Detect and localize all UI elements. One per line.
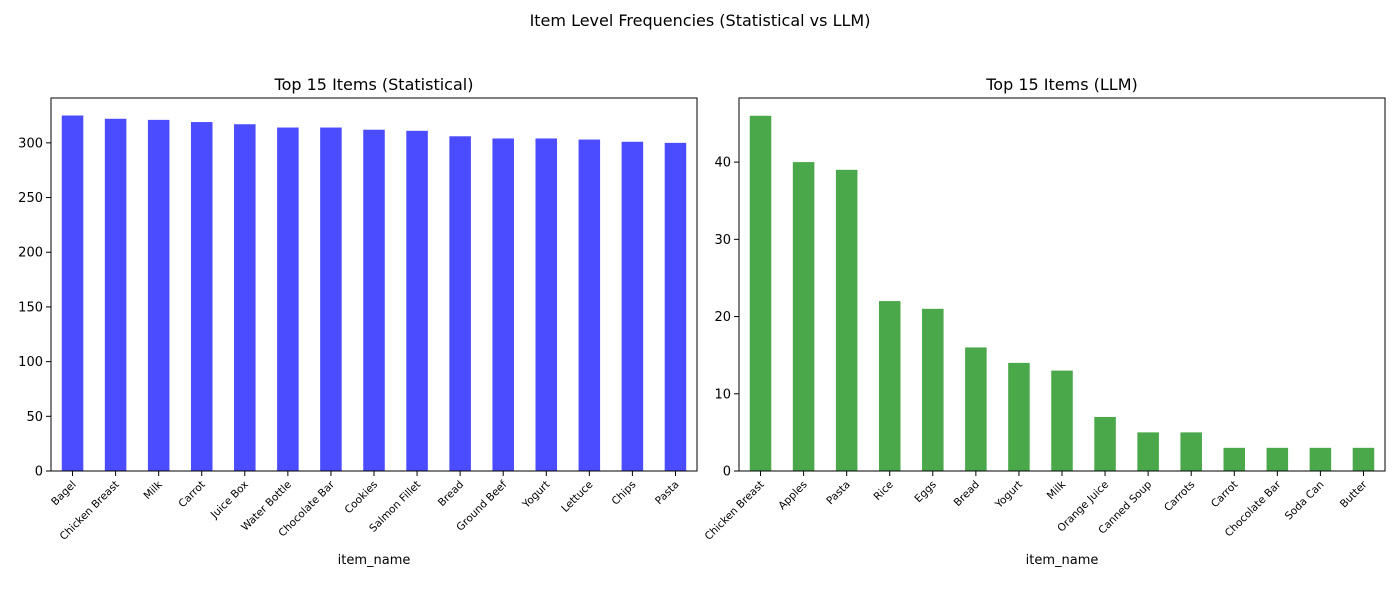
x-tick-label: Lettuce [559,479,595,515]
y-tick-label: 10 [714,387,731,402]
y-tick-label: 150 [18,300,43,315]
x-tick-label: Eggs [912,479,938,505]
y-tick-label: 30 [714,233,731,248]
bar [406,130,428,471]
bar [320,127,342,471]
x-tick-label: Bagel [49,479,78,508]
chart-panel-statistical: Top 15 Items (Statistical) 0 50 100 150 200 25… [18,75,698,568]
x-tick-label: Cookies [343,479,381,517]
bar [104,118,127,471]
bar [1137,432,1159,471]
x-tick-label: Carrots [1162,479,1197,514]
bar [835,169,858,471]
y-tick-label: 300 [18,136,43,151]
y-tick-label: 50 [26,410,43,425]
chart-panel-llm: Top 15 Items (LLM) 0 10 20 30 40 Chicken Breas… [703,75,1386,568]
bar [922,308,944,471]
bar [535,138,558,471]
bar [965,347,987,471]
bar [1008,362,1030,471]
y-tick-label: 200 [18,246,43,261]
x-tick-label: Bread [436,479,466,509]
bar [1223,447,1246,471]
x-tick-label: Yogurt [992,479,1025,512]
y-tick-label: 20 [714,310,731,325]
bar [363,129,385,471]
y-tick-label: 0 [723,465,731,480]
bar [449,136,471,471]
bar [878,301,901,471]
bar [621,141,644,471]
x-tick-label: Carrot [1209,479,1240,510]
x-tick-label: Carrot [176,479,207,510]
bar [1180,432,1202,471]
x-tick-label: Chicken Breast [703,479,767,543]
x-tick-label: Apples [776,479,809,512]
bar [1352,447,1375,471]
bar [234,124,256,471]
y-tick-label: 0 [35,465,43,480]
x-axis-label: item_name [1026,553,1099,568]
bar [277,127,299,471]
bar [1051,370,1073,471]
x-tick-label: Soda Can [1283,479,1327,523]
x-tick-label: Butter [1338,478,1370,510]
x-tick-label: Milk [1045,478,1069,502]
x-tick-label: Yogurt [520,479,553,512]
y-tick-label: 40 [714,156,731,171]
bar [147,119,170,471]
bar [749,115,772,471]
x-tick-label: Juice Box [208,479,251,522]
x-tick-label: Pasta [824,479,853,508]
x-tick-label: Rice [871,479,895,503]
bar [190,122,213,471]
chart-title: Top 15 Items (Statistical) [274,75,474,94]
bar [792,162,815,472]
bar [61,115,84,471]
figure-suptitle: Item Level Frequencies (Statistical vs L… [530,11,871,30]
bar [1266,447,1289,471]
y-tick-label: 250 [18,191,43,206]
x-axis-label: item_name [338,553,411,568]
bar [1309,447,1332,471]
x-tick-label: Milk [141,478,165,502]
bar [1094,416,1116,471]
chart-title: Top 15 Items (LLM) [985,75,1138,94]
bar [664,142,687,471]
y-tick-label: 100 [18,355,43,370]
x-tick-label: Chips [609,479,638,508]
x-tick-label: Pasta [653,479,682,508]
x-tick-label: Bread [952,479,982,509]
bar [578,139,601,471]
bar [492,138,514,471]
